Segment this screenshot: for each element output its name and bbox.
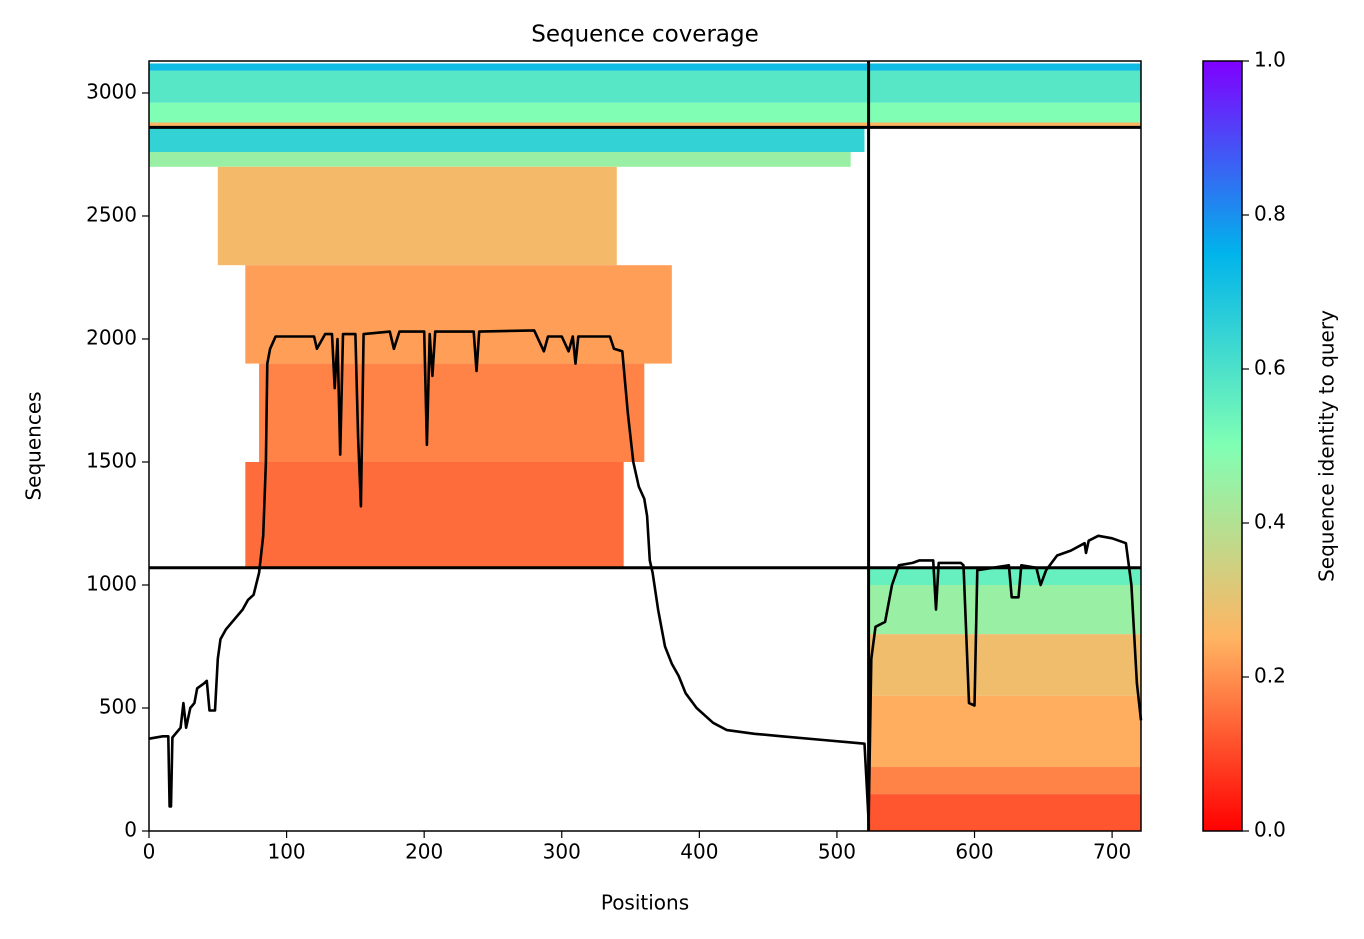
colorbar-tick-label: 0.8 (1254, 202, 1286, 226)
colorbar-tick-label: 0.0 (1254, 818, 1286, 842)
coverage-band (868, 584, 1141, 635)
colorbar (1202, 60, 1243, 832)
y-tick-label: 3000 (86, 79, 137, 103)
coverage-band (868, 695, 1141, 768)
colorbar-label: Sequence identity to query (1315, 310, 1339, 582)
colorbar-tick-label: 0.2 (1254, 664, 1286, 688)
x-tick-label: 500 (818, 840, 856, 864)
coverage-band (149, 127, 865, 153)
coverage-band (149, 70, 1141, 103)
colorbar-tick-label: 1.0 (1254, 48, 1286, 72)
x-tick-label: 200 (405, 840, 443, 864)
y-axis-label: Sequences (22, 391, 46, 500)
coverage-band (245, 265, 672, 364)
x-tick-label: 300 (543, 840, 581, 864)
y-tick-label: 2000 (86, 325, 137, 349)
colorbar-tick-label: 0.6 (1254, 356, 1286, 380)
coverage-band (259, 363, 645, 462)
coverage-band (868, 767, 1141, 795)
coverage-line (148, 329, 1143, 823)
x-tick-label: 600 (955, 840, 993, 864)
coverage-band (868, 634, 1141, 696)
x-tick-label: 0 (143, 840, 156, 864)
x-tick-label: 700 (1093, 840, 1131, 864)
coverage-band (245, 461, 624, 568)
coverage-band (217, 166, 617, 266)
plot-frame (148, 60, 1142, 832)
y-tick-label: 2500 (86, 202, 137, 226)
coverage-band (149, 122, 1141, 128)
y-tick-label: 0 (124, 818, 137, 842)
coverage-band (149, 102, 1141, 123)
chart-title: Sequence coverage (531, 22, 759, 48)
x-axis-label: Positions (601, 891, 689, 915)
y-tick-label: 500 (99, 694, 137, 718)
coverage-band (149, 63, 1141, 71)
colorbar-tick-label: 0.4 (1254, 510, 1286, 534)
y-tick-label: 1500 (86, 448, 137, 472)
coverage-band (149, 152, 851, 167)
coverage-band (868, 567, 1141, 585)
y-tick-label: 1000 (86, 571, 137, 595)
x-tick-label: 100 (267, 840, 305, 864)
coverage-band (868, 794, 1141, 831)
x-tick-label: 400 (680, 840, 718, 864)
